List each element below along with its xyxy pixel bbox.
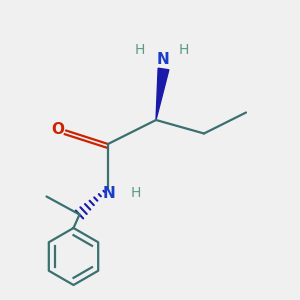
Text: H: H <box>130 186 141 200</box>
Text: O: O <box>51 122 64 136</box>
Polygon shape <box>156 68 169 120</box>
Text: N: N <box>157 52 170 68</box>
Text: N: N <box>103 186 116 201</box>
Text: H: H <box>179 43 189 56</box>
Text: H: H <box>135 43 145 56</box>
